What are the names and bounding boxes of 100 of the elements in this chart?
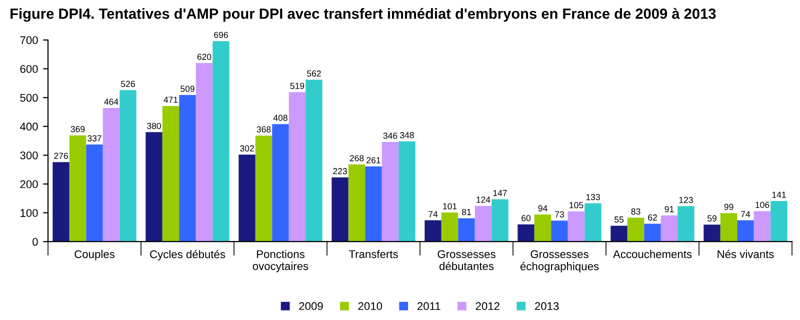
bar [627, 218, 644, 242]
y-tick-label: 700 [20, 36, 38, 44]
x-tick-label: Grossesses débutantes [438, 250, 496, 270]
y-tick-label: 500 [20, 94, 38, 102]
x-tick-label: Ponctions ovocytaires [252, 250, 308, 272]
bar [120, 90, 136, 242]
bar [255, 136, 272, 242]
data-label: 261 [366, 157, 380, 164]
data-label: 123 [679, 196, 693, 204]
bar [332, 177, 348, 242]
bar [272, 124, 289, 242]
data-label: 133 [586, 194, 600, 200]
bar [492, 199, 508, 242]
bar [678, 206, 694, 242]
data-label: 620 [197, 54, 212, 60]
bar [398, 141, 416, 242]
data-label: 91 [664, 206, 674, 212]
bar [102, 108, 120, 242]
data-label: 147 [493, 190, 507, 196]
bar [518, 224, 534, 242]
y-tick-label: 200 [20, 180, 38, 188]
data-label: 55 [614, 216, 624, 223]
data-label: 101 [443, 203, 457, 210]
data-label: 74 [428, 211, 438, 218]
data-label: 73 [555, 211, 564, 218]
bar [770, 200, 788, 242]
chart-title: Figure DPI4. Tentatives d'AMP pour DPI avec transfert immédiat d'embryons en France de 2009 à 2013 [10, 8, 716, 22]
bar [551, 220, 568, 242]
bar [424, 220, 442, 242]
bar [754, 211, 771, 242]
data-label: 369 [70, 126, 85, 132]
bar [306, 80, 322, 242]
data-label: 105 [570, 202, 584, 208]
data-label: 368 [256, 126, 271, 132]
bar [382, 142, 399, 242]
bar [196, 63, 213, 242]
data-label: 81 [462, 208, 471, 216]
data-label: 74 [741, 211, 750, 218]
data-label: 509 [180, 86, 194, 92]
data-label: 519 [290, 82, 304, 90]
bar [441, 212, 458, 242]
legend-label: 2012 [476, 302, 500, 310]
data-label: 346 [383, 132, 398, 139]
y-tick-label: 400 [20, 122, 38, 131]
data-label: 380 [147, 122, 161, 130]
y-tick-label: 600 [20, 65, 38, 73]
bar [86, 144, 103, 242]
bar [52, 162, 70, 242]
x-tick-label: Grossesses échographiques [520, 250, 599, 272]
x-tick-label: Cycles débutés [150, 250, 226, 260]
data-label: 124 [476, 196, 490, 203]
data-label: 471 [164, 96, 178, 103]
data-label: 106 [756, 202, 770, 208]
y-tick-label: 100 [20, 209, 38, 217]
y-tick-label: 0 [32, 238, 38, 246]
legend-label: 2011 [418, 302, 440, 310]
data-label: 62 [648, 214, 657, 221]
bar [610, 226, 628, 242]
data-label: 83 [631, 208, 640, 215]
y-tick-label: 300 [20, 151, 38, 160]
bar [238, 154, 256, 242]
data-label: 99 [724, 204, 734, 210]
x-tick-label: Nés vivants [718, 250, 774, 258]
x-tick-label: Couples [74, 250, 114, 260]
bar [146, 132, 162, 242]
x-tick-label: Accouchements [613, 250, 692, 258]
bar [704, 224, 720, 242]
bar [660, 215, 678, 242]
bar [458, 218, 475, 242]
bar [568, 211, 585, 242]
bar [737, 220, 754, 242]
bar [69, 135, 86, 242]
legend-label: 2009 [299, 302, 323, 310]
bar [365, 166, 382, 242]
data-label: 94 [538, 205, 548, 212]
data-label: 696 [214, 32, 228, 38]
data-label: 302 [240, 145, 254, 152]
data-label: 223 [333, 168, 347, 174]
data-label: 59 [708, 215, 716, 222]
bar [348, 164, 366, 242]
bar [288, 92, 306, 242]
data-label: 348 [400, 132, 414, 138]
bar [162, 106, 180, 242]
legend-label: 2013 [535, 302, 559, 310]
x-tick-label: Transferts [348, 250, 398, 258]
bar [584, 203, 602, 242]
bar [212, 41, 230, 242]
data-label: 337 [88, 135, 102, 142]
data-label: 141 [772, 192, 786, 198]
data-label: 408 [273, 114, 288, 121]
bar [474, 206, 492, 242]
data-label: 562 [307, 70, 321, 77]
bar [644, 224, 661, 242]
bar [179, 95, 196, 242]
data-label: 268 [350, 155, 364, 162]
data-label: 60 [522, 215, 531, 222]
data-label: 526 [121, 80, 135, 87]
data-label: 464 [104, 98, 118, 105]
legend-label: 2010 [358, 302, 382, 310]
bar [534, 214, 552, 242]
